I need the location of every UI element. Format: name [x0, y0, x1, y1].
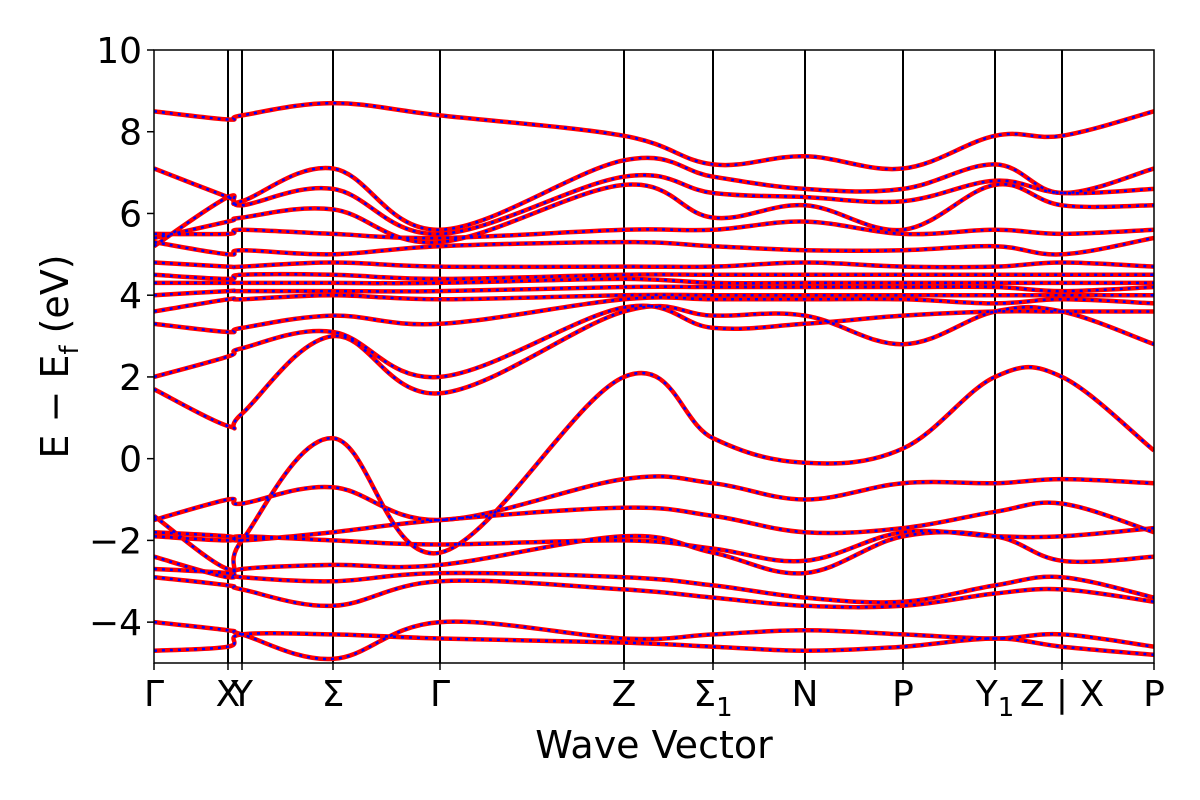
x-tick-label-8: P [892, 674, 914, 715]
band-1-4 [154, 530, 1154, 579]
y-tick-label-4: 4 [119, 276, 142, 317]
x-tick-label-0: Γ [144, 674, 164, 715]
x-tick-label-7: N [792, 674, 819, 715]
y-axis-label-sub: f [55, 345, 85, 355]
band-1-10 [154, 304, 1154, 379]
x-tick-label-2: Y [230, 674, 254, 715]
x-tick-label-4: Γ [430, 674, 450, 715]
x-tick-label-3: Σ [322, 674, 345, 715]
band-0-1 [154, 619, 1154, 662]
x-tick-label-9: Y1 [975, 674, 1015, 723]
band-1-15 [154, 272, 1154, 281]
x-tick-label-5: Z [612, 674, 637, 715]
y-tick-label-2: 0 [119, 440, 142, 481]
band-1-3 [154, 567, 1154, 604]
band-1-1 [154, 620, 1154, 661]
y-tick-label-5: 6 [119, 194, 142, 235]
band-1-11 [154, 296, 1154, 334]
band-0-14 [154, 276, 1154, 286]
band-0-16 [154, 260, 1154, 270]
x-tick-label-10: Z | X [1020, 674, 1104, 715]
band-1-8 [154, 366, 1154, 572]
y-tick-label-7: 10 [96, 31, 142, 72]
y-tick-label-6: 8 [119, 113, 142, 154]
x-axis-label: Wave Vector [535, 723, 773, 767]
y-tick-label-0: −4 [89, 603, 142, 644]
band-1-21 [154, 156, 1154, 232]
y-tick-label-3: 2 [119, 358, 142, 399]
band-1-19 [154, 183, 1154, 244]
y-axis-label-unit: (eV) [33, 254, 77, 345]
y-tick-label-1: −2 [89, 521, 142, 562]
x-axis-ticks: Γ XY Σ Γ Z Σ1 N P Y1 Z | X P [144, 663, 1165, 723]
band-1-17 [154, 236, 1154, 256]
x-tick-label-1: X [216, 674, 241, 715]
band-0-13 [154, 284, 1154, 298]
band-1-22 [154, 101, 1154, 171]
plot-frame [153, 49, 1155, 664]
band-1-20 [154, 173, 1154, 248]
band-0-18 [154, 219, 1154, 241]
band-0-17 [154, 235, 1154, 257]
band-1-6 [154, 501, 1154, 542]
x-tick-label-6: Σ1 [693, 674, 732, 723]
y-axis-ticks: −4 −2 0 2 4 6 8 10 [89, 31, 154, 644]
y-axis-label-main: E − E [33, 355, 77, 459]
band-1-7 [154, 475, 1154, 522]
band-1-12 [154, 293, 1154, 313]
y-axis-label: E − Ef (eV) [33, 254, 85, 458]
band-1-9 [154, 304, 1154, 430]
band-1-18 [154, 220, 1154, 240]
band-0-21 [154, 155, 1154, 233]
band-0-2 [154, 574, 1154, 610]
x-tick-label-11: P [1143, 674, 1165, 715]
band-0-9 [154, 303, 1154, 431]
band-0-3 [154, 566, 1154, 605]
band-lines [154, 100, 1154, 662]
